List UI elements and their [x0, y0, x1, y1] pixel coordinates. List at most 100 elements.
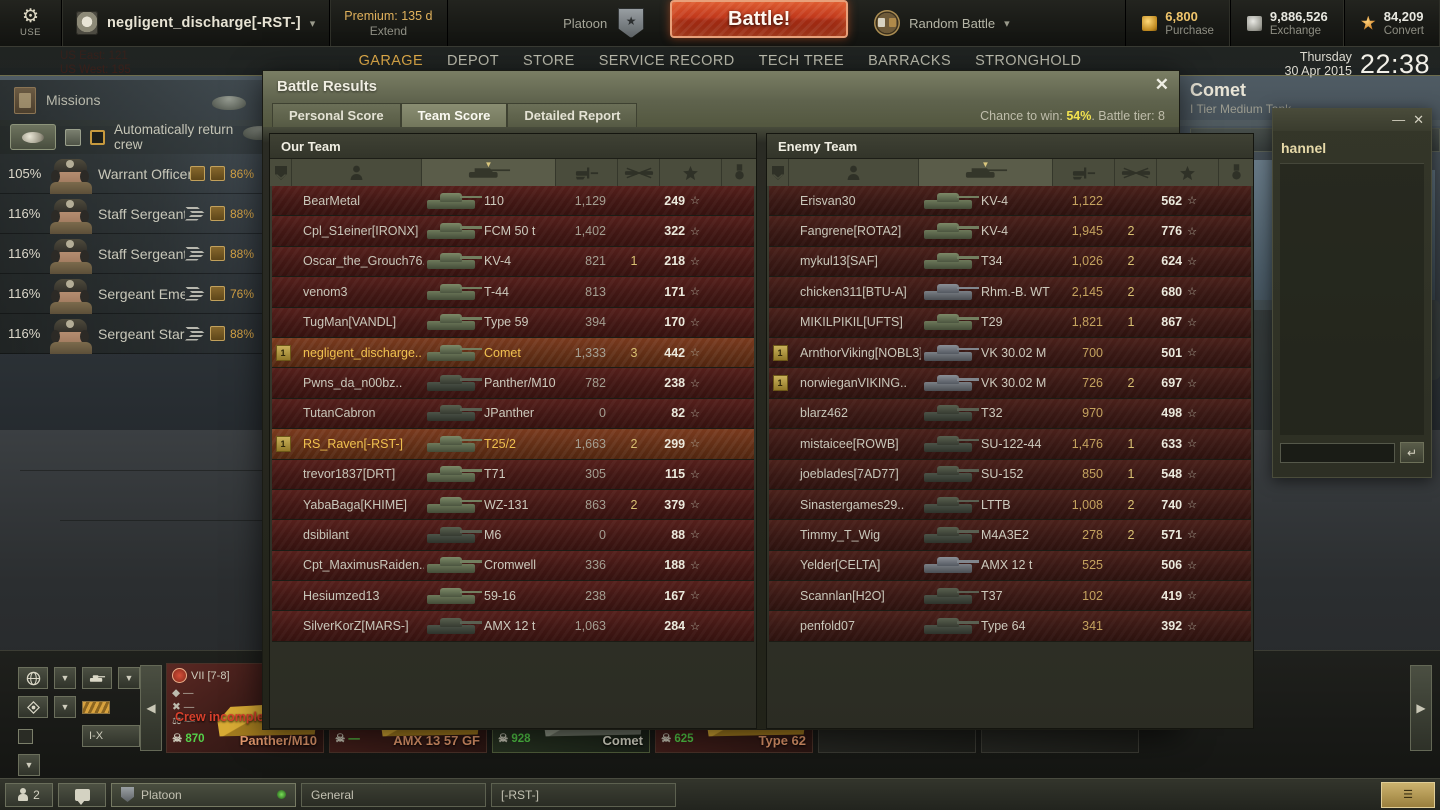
credits-currency[interactable]: 9,886,526 Exchange [1229, 0, 1344, 46]
table-row[interactable]: 1 negligent_discharge.. Comet 1,333 3 442 ☆ [272, 337, 754, 369]
table-row[interactable]: Sinastergames29.. LTTB 1,008 2 740 ☆ [769, 489, 1251, 521]
class-filter-button[interactable] [82, 667, 112, 689]
table-row[interactable]: TugMan[VANDL] Type 59 394 170 ☆ [272, 307, 754, 338]
table-row[interactable]: 1 RS_Raven[-RST-] T25/2 1,663 2 299 ☆ [272, 429, 754, 460]
crew-helmet-icon[interactable] [10, 124, 56, 150]
auto-return-crew-checkbox[interactable] [90, 129, 105, 145]
table-row[interactable]: trevor1837[DRT] T71 305 115 ☆ [272, 459, 754, 490]
missions-button[interactable]: Missions [0, 80, 262, 120]
elite-filter-checkbox[interactable] [18, 728, 33, 744]
col-xp[interactable] [660, 159, 722, 186]
nav-garage[interactable]: GARAGE [358, 53, 424, 69]
table-row[interactable]: Fangrene[ROTA2] KV-4 1,945 2 776 ☆ [769, 216, 1251, 247]
free-xp-action-label[interactable]: Convert [1383, 25, 1424, 37]
col-damage[interactable] [556, 159, 618, 186]
tier-filter-dropdown[interactable]: I-X [82, 725, 140, 747]
col-platoon[interactable] [270, 159, 292, 186]
col-medal[interactable] [722, 159, 756, 186]
table-row[interactable]: mistaicee[ROWB] SU-122-44 1,476 1 633 ☆ [769, 429, 1251, 460]
table-row[interactable]: joeblades[7AD77] SU-152 850 1 548 ☆ [769, 459, 1251, 490]
nav-service-record[interactable]: SERVICE RECORD [598, 53, 735, 69]
table-row[interactable]: venom3 T-44 813 171 ☆ [272, 277, 754, 308]
table-row[interactable]: SilverKorZ[MARS-] AMX 12 t 1,063 284 ☆ [272, 611, 754, 642]
table-row[interactable]: Pwns_da_n00bz.. Panther/M10 782 238 ☆ [272, 368, 754, 399]
table-row[interactable]: chicken311[BTU-A] Rhm.-B. WT 2,145 2 680 ☆ [769, 277, 1251, 308]
col-xp[interactable] [1157, 159, 1219, 186]
nav-depot[interactable]: DEPOT [447, 53, 499, 69]
nation-filter-button[interactable] [18, 667, 48, 689]
auto-return-crew-row[interactable]: Automatically return crew [0, 120, 262, 154]
battle-type-selector[interactable]: Random Battle ▾ [860, 0, 1024, 46]
table-row[interactable]: Erisvan30 KV-4 1,122 562 ☆ [769, 186, 1251, 217]
friends-online-button[interactable]: 2 [5, 782, 53, 807]
send-icon[interactable]: ↵ [1400, 442, 1424, 463]
battle-button[interactable]: Battle! [670, 0, 849, 38]
nav-barracks[interactable]: BARRACKS [868, 53, 952, 69]
col-damage[interactable] [1053, 159, 1115, 186]
table-row[interactable]: Cpl_S1einer[IRONX] FCM 50 t 1,402 322 ☆ [272, 216, 754, 247]
gold-currency[interactable]: 6,800 Purchase [1125, 0, 1230, 46]
tab-team-score[interactable]: Team Score [400, 103, 508, 127]
table-row[interactable]: 1 ArnthorViking[NOBL3] VK 30.02 M 700 501 ☆ [769, 337, 1251, 369]
settings-button[interactable]: ⚙ USE [0, 0, 62, 46]
nav-stronghold[interactable]: STRONGHOLD [975, 53, 1082, 69]
tab-personal-score[interactable]: Personal Score [272, 103, 401, 127]
notifications-button[interactable]: ☰ [1381, 781, 1435, 808]
table-row[interactable]: dsibilant M6 0 88 ☆ [272, 520, 754, 551]
chat-tab-general[interactable]: General [301, 782, 486, 807]
minimize-icon[interactable]: — [1392, 112, 1406, 127]
table-row[interactable]: Yelder[CELTA] AMX 12 t 525 506 ☆ [769, 550, 1251, 582]
crew-member-row[interactable]: 105% Warrant Officer Class 3 Colgr 86% [0, 154, 262, 194]
kills-value: 1 [630, 254, 638, 269]
table-row[interactable]: Cpt_MaximusRaiden.. Cromwell 336 188 ☆ [272, 550, 754, 582]
table-row[interactable]: Scannlan[H2O] T37 102 419 ☆ [769, 581, 1251, 612]
col-platoon[interactable] [767, 159, 789, 186]
chat-input[interactable] [1280, 442, 1395, 463]
table-row[interactable]: 1 norwieganVIKING.. VK 30.02 M 726 2 697 ☆ [769, 368, 1251, 399]
premium-extend-link[interactable]: Extend [369, 23, 408, 38]
table-row[interactable]: YabaBaga[KHIME] WZ-131 863 2 379 ☆ [272, 489, 754, 521]
chat-toggle-button[interactable] [58, 782, 106, 807]
platoon-control[interactable]: Platoon ★ [549, 0, 658, 46]
col-medal[interactable] [1219, 159, 1253, 186]
free-xp-currency[interactable]: 84,209 Convert [1343, 0, 1440, 46]
crew-member-row[interactable]: 116% Sergeant Starmore 88% [0, 314, 262, 354]
crew-member-row[interactable]: 116% Sergeant Ementon 76% [0, 274, 262, 314]
chat-tab-clan[interactable]: [-RST-] [491, 782, 676, 807]
table-row[interactable]: penfold07 Type 64 341 392 ☆ [769, 611, 1251, 642]
table-row[interactable]: mykul13[SAF] T34 1,026 2 624 ☆ [769, 246, 1251, 278]
table-row[interactable]: Timmy_T_Wig M4A3E2 278 2 571 ☆ [769, 520, 1251, 551]
tab-detailed-report[interactable]: Detailed Report [507, 103, 638, 127]
col-player[interactable] [292, 159, 422, 186]
carousel-scroll-left[interactable]: ◀ [140, 665, 162, 751]
table-row[interactable]: TutanCabron JPanther 0 82 ☆ [272, 398, 754, 430]
table-row[interactable]: MIKILPIKIL[UFTS] T29 1,821 1 867 ☆ [769, 307, 1251, 338]
mastery-filter-button[interactable] [18, 696, 48, 718]
col-vehicle[interactable]: ▼ [422, 159, 556, 186]
close-icon[interactable]: ✕ [1154, 75, 1169, 94]
account-selector[interactable]: negligent_discharge[-RST-] ▾ [62, 0, 331, 46]
crew-member-row[interactable]: 116% Staff Sergeant Thurston 88% [0, 234, 262, 274]
mastery-filter-dropdown[interactable]: ▼ [54, 696, 76, 718]
nav-tech-tree[interactable]: TECH TREE [758, 53, 845, 69]
premium-filter-toggle[interactable] [82, 700, 110, 714]
col-vehicle[interactable]: ▼ [919, 159, 1053, 186]
chat-tab-platoon[interactable]: Platoon [111, 782, 296, 807]
col-player[interactable] [789, 159, 919, 186]
crew-member-row[interactable]: 116% Staff Sergeant Boxford 88% [0, 194, 262, 234]
nation-filter-dropdown[interactable]: ▼ [54, 667, 76, 689]
credits-action-label[interactable]: Exchange [1269, 25, 1322, 37]
close-icon[interactable]: ✕ [1413, 112, 1424, 127]
table-row[interactable]: BearMetal 110 1,129 249 ☆ [272, 186, 754, 217]
carousel-scroll-right[interactable]: ▶ [1410, 665, 1432, 751]
tier-filter-caret[interactable]: ▼ [18, 754, 40, 776]
table-row[interactable]: Hesiumzed13 59-16 238 167 ☆ [272, 581, 754, 612]
class-filter-dropdown[interactable]: ▼ [118, 667, 140, 689]
table-row[interactable]: blarz462 T32 970 498 ☆ [769, 398, 1251, 430]
premium-status[interactable]: Premium: 135 d Extend [330, 0, 448, 46]
col-kills[interactable] [1115, 159, 1157, 186]
table-row[interactable]: Oscar_the_Grouch76.. KV-4 821 1 218 ☆ [272, 246, 754, 278]
gold-action-label[interactable]: Purchase [1165, 25, 1214, 37]
col-kills[interactable] [618, 159, 660, 186]
nav-store[interactable]: STORE [523, 53, 575, 69]
